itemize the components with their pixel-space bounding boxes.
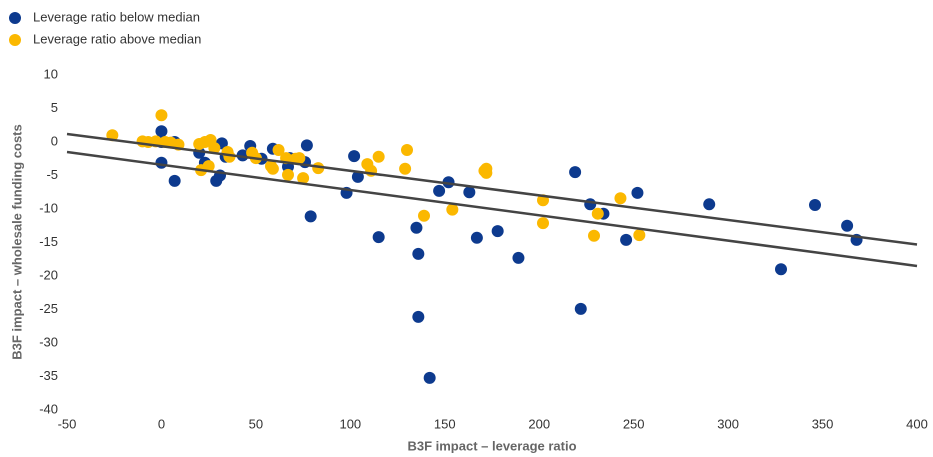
data-point xyxy=(410,221,423,234)
data-point xyxy=(155,125,168,138)
trend-line xyxy=(66,150,918,268)
data-point xyxy=(470,231,483,244)
y-tick-label: -35 xyxy=(39,368,58,383)
y-tick-label: 0 xyxy=(51,133,58,148)
y-tick-label: 5 xyxy=(51,100,58,115)
x-tick-label: 300 xyxy=(717,416,739,431)
data-point xyxy=(775,263,787,276)
x-tick-label: -50 xyxy=(58,416,77,431)
data-point xyxy=(614,192,627,205)
data-point xyxy=(412,247,425,260)
data-point xyxy=(633,229,646,242)
y-tick-label: -25 xyxy=(39,301,58,316)
data-point xyxy=(155,109,168,122)
data-point xyxy=(591,207,604,220)
data-point xyxy=(418,209,430,222)
data-point xyxy=(399,162,412,175)
x-tick-label: 100 xyxy=(339,416,361,431)
data-point xyxy=(272,144,285,157)
x-tick-label: 350 xyxy=(812,416,834,431)
data-point xyxy=(809,198,821,211)
legend-label: Leverage ratio below median xyxy=(33,9,200,24)
data-point xyxy=(841,219,854,232)
data-point xyxy=(351,170,364,183)
y-tick-label: -40 xyxy=(39,401,58,416)
data-point xyxy=(537,217,549,230)
legend-label: Leverage ratio above median xyxy=(33,31,201,46)
y-tick-label: -30 xyxy=(39,334,58,349)
data-point xyxy=(304,210,317,223)
y-tick-label: -10 xyxy=(39,200,58,215)
data-point xyxy=(569,166,582,179)
x-axis-title: B3F impact – leverage ratio xyxy=(407,438,576,453)
data-point xyxy=(155,156,168,169)
data-point xyxy=(372,150,385,163)
data-point xyxy=(208,142,221,155)
x-tick-label: 150 xyxy=(434,416,456,431)
data-point xyxy=(512,251,525,264)
y-tick-label: -15 xyxy=(39,234,58,249)
data-point xyxy=(300,139,313,152)
data-point xyxy=(703,198,716,211)
y-axis-title: B3F impact – wholesale funding costs xyxy=(9,124,24,360)
data-point xyxy=(574,302,587,315)
data-point xyxy=(372,231,385,244)
x-tick-label: 50 xyxy=(249,416,263,431)
data-point xyxy=(480,162,493,175)
trend-line xyxy=(66,132,918,246)
data-point xyxy=(423,371,436,384)
data-point xyxy=(168,174,181,187)
data-point xyxy=(401,144,413,157)
x-tick-label: 400 xyxy=(906,416,928,431)
data-point xyxy=(631,186,644,199)
x-tick-label: 200 xyxy=(528,416,550,431)
legend-marker xyxy=(9,12,21,24)
data-point xyxy=(412,310,425,323)
data-point xyxy=(620,233,633,246)
data-point xyxy=(297,172,310,185)
data-point xyxy=(348,150,361,163)
data-point xyxy=(588,229,600,242)
y-tick-label: 10 xyxy=(44,66,58,81)
data-point xyxy=(266,162,279,175)
data-point xyxy=(282,168,294,181)
data-point xyxy=(491,225,504,238)
data-point xyxy=(584,198,597,211)
x-tick-label: 0 xyxy=(158,416,165,431)
data-point xyxy=(446,203,459,216)
y-tick-label: -20 xyxy=(39,267,58,282)
data-point xyxy=(433,184,446,197)
data-point xyxy=(293,152,306,165)
legend-marker xyxy=(9,34,21,46)
x-tick-label: 250 xyxy=(623,416,645,431)
data-point xyxy=(463,186,476,199)
y-tick-label: -5 xyxy=(46,167,58,182)
